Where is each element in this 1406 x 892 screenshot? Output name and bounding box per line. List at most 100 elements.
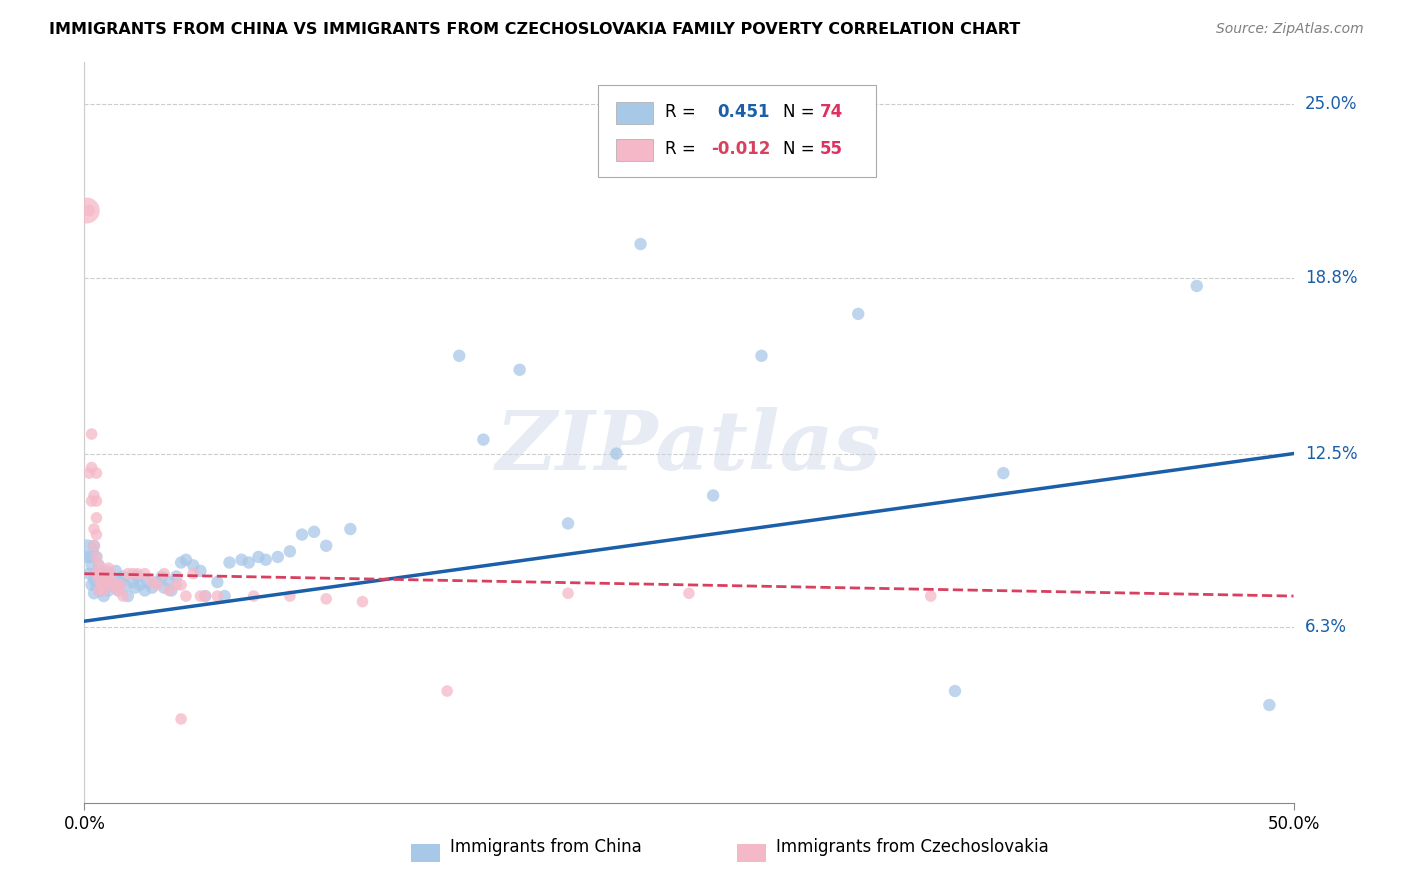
- Point: [86, 549, 108, 564]
- Point: [87, 575, 110, 590]
- Point: [165, 578, 187, 592]
- Point: [104, 564, 127, 578]
- Text: 18.8%: 18.8%: [1305, 268, 1357, 286]
- Point: [110, 575, 132, 590]
- Point: [83, 488, 105, 502]
- Text: IMMIGRANTS FROM CHINA VS IMMIGRANTS FROM CZECHOSLOVAKIA FAMILY POVERTY CORRELATI: IMMIGRANTS FROM CHINA VS IMMIGRANTS FROM…: [49, 22, 1021, 37]
- Point: [605, 446, 627, 460]
- Point: [77, 203, 100, 218]
- Point: [83, 539, 105, 553]
- Point: [93, 589, 115, 603]
- Text: 6.3%: 6.3%: [1305, 618, 1347, 636]
- Point: [97, 583, 120, 598]
- Point: [557, 516, 579, 531]
- Point: [146, 578, 169, 592]
- Point: [150, 569, 173, 583]
- Point: [170, 578, 193, 592]
- Point: [104, 581, 127, 595]
- Point: [83, 522, 105, 536]
- Point: [238, 556, 260, 570]
- Point: [121, 575, 143, 590]
- Point: [436, 684, 458, 698]
- Point: [121, 566, 143, 581]
- FancyBboxPatch shape: [599, 85, 876, 178]
- Text: Source: ZipAtlas.com: Source: ZipAtlas.com: [1216, 22, 1364, 37]
- Point: [94, 564, 117, 578]
- Point: [114, 578, 136, 592]
- Point: [315, 591, 337, 606]
- Point: [157, 575, 180, 590]
- Point: [117, 566, 139, 581]
- Point: [86, 549, 108, 564]
- Point: [678, 586, 700, 600]
- Point: [630, 237, 652, 252]
- Text: 0.451: 0.451: [717, 103, 769, 121]
- Point: [146, 575, 169, 590]
- Point: [77, 466, 100, 480]
- Point: [76, 203, 98, 218]
- Point: [90, 566, 112, 581]
- Point: [165, 569, 187, 583]
- Point: [181, 566, 204, 581]
- Point: [1258, 698, 1281, 712]
- Point: [846, 307, 869, 321]
- Point: [231, 553, 253, 567]
- Point: [254, 553, 277, 567]
- Point: [87, 572, 110, 586]
- Point: [557, 586, 579, 600]
- Point: [702, 488, 724, 502]
- Point: [77, 566, 100, 581]
- Text: ZIPatlas: ZIPatlas: [496, 408, 882, 487]
- Point: [97, 575, 120, 590]
- Point: [194, 589, 217, 603]
- Point: [103, 578, 125, 592]
- Point: [112, 589, 135, 603]
- Point: [87, 558, 110, 573]
- Point: [315, 539, 337, 553]
- Point: [127, 569, 149, 583]
- FancyBboxPatch shape: [411, 844, 440, 862]
- Point: [86, 527, 108, 541]
- Point: [339, 522, 361, 536]
- Point: [267, 549, 290, 564]
- Point: [87, 583, 110, 598]
- Point: [100, 569, 122, 583]
- FancyBboxPatch shape: [737, 844, 766, 862]
- Text: 55: 55: [820, 140, 842, 158]
- Point: [124, 581, 146, 595]
- Text: Immigrants from China: Immigrants from China: [450, 838, 641, 856]
- Point: [1185, 279, 1208, 293]
- Point: [86, 511, 108, 525]
- Point: [174, 553, 197, 567]
- Point: [86, 466, 108, 480]
- FancyBboxPatch shape: [616, 102, 652, 124]
- Point: [86, 578, 108, 592]
- Text: 25.0%: 25.0%: [1305, 95, 1357, 113]
- Point: [127, 566, 149, 581]
- Point: [80, 558, 103, 573]
- Point: [97, 561, 120, 575]
- Point: [153, 581, 176, 595]
- Text: Immigrants from Czechoslovakia: Immigrants from Czechoslovakia: [776, 838, 1049, 856]
- Point: [100, 566, 122, 581]
- FancyBboxPatch shape: [616, 138, 652, 161]
- Point: [472, 433, 495, 447]
- Point: [103, 575, 125, 590]
- Point: [87, 558, 110, 573]
- Point: [993, 466, 1015, 480]
- Point: [160, 583, 183, 598]
- Point: [134, 583, 156, 598]
- Text: N =: N =: [783, 103, 820, 121]
- Point: [190, 564, 212, 578]
- Point: [90, 564, 112, 578]
- Text: 74: 74: [820, 103, 842, 121]
- Point: [190, 589, 212, 603]
- Text: R =: R =: [665, 140, 700, 158]
- Point: [136, 575, 159, 590]
- Point: [920, 589, 942, 603]
- Point: [174, 589, 197, 603]
- Point: [302, 524, 325, 539]
- Text: R =: R =: [665, 103, 706, 121]
- Point: [449, 349, 471, 363]
- Point: [90, 578, 112, 592]
